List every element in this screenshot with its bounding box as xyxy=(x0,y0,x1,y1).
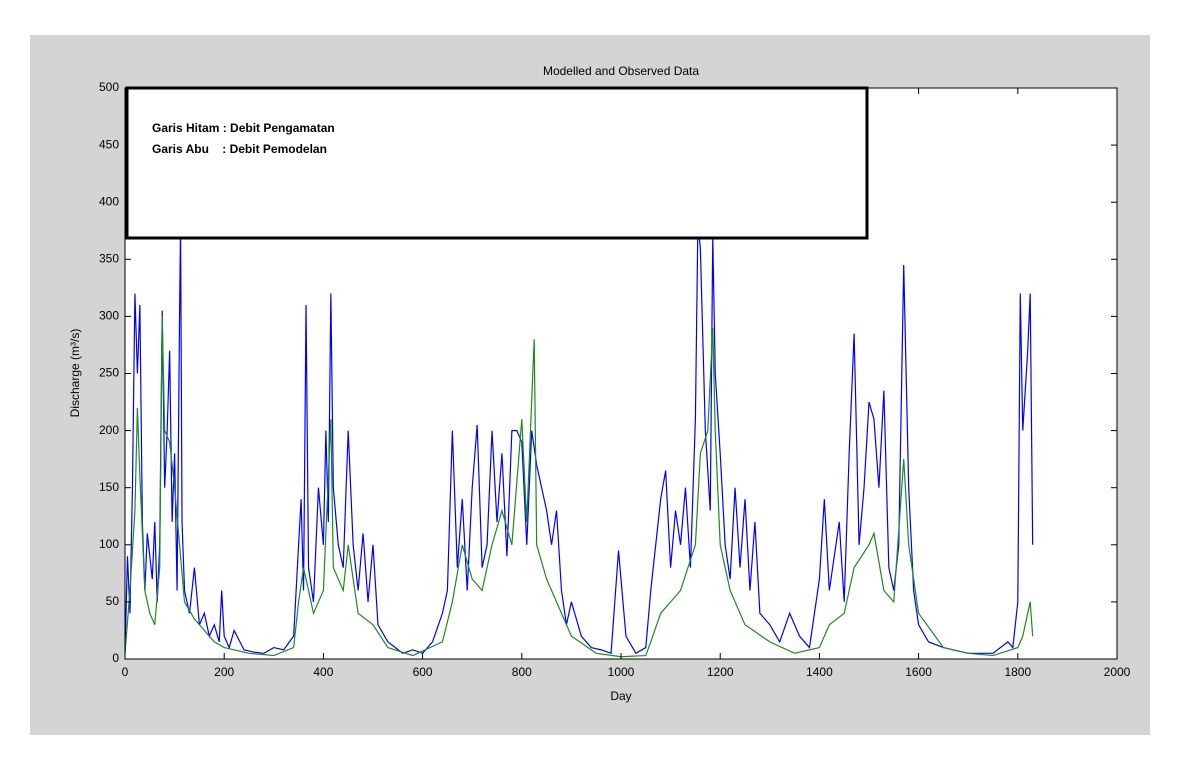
y-axis-label: Discharge (m³/s) xyxy=(68,329,82,418)
x-tick-label: 600 xyxy=(413,665,433,679)
x-tick-label: 1200 xyxy=(707,665,734,679)
y-tick-label: 250 xyxy=(99,366,119,380)
x-tick-label: 1800 xyxy=(1004,665,1031,679)
series-line xyxy=(125,316,1034,658)
series-line xyxy=(125,224,1034,655)
y-tick-label: 100 xyxy=(99,537,119,551)
annotation: Garis Abu : Debit Pemodelan xyxy=(152,142,327,156)
y-tick-label: 150 xyxy=(99,480,119,494)
annotation-box xyxy=(125,86,869,240)
axes: 0 200 400 600 800 1000 1200 1400 1600 1800 2000 0 50… xyxy=(99,80,1131,679)
x-tick-label: 1000 xyxy=(608,665,635,679)
y-tick-label: 200 xyxy=(99,423,119,437)
x-tick-label: 800 xyxy=(512,665,532,679)
y-tick-label: 400 xyxy=(99,194,119,208)
x-tick-label: 400 xyxy=(313,665,333,679)
series-group xyxy=(125,224,1034,658)
x-tick-label: 1400 xyxy=(806,665,833,679)
x-axis-label: Day xyxy=(610,689,631,703)
x-tick-label: 2000 xyxy=(1104,665,1131,679)
y-tick-label: 500 xyxy=(99,80,119,94)
y-tick-label: 300 xyxy=(99,309,119,323)
y-tick-label: 450 xyxy=(99,137,119,151)
annotation: Garis Hitam : Debit Pengamatan xyxy=(152,121,335,135)
chart-title: Modelled and Observed Data xyxy=(543,64,699,78)
y-tick-label: 0 xyxy=(112,651,119,665)
x-tick-label: 0 xyxy=(122,665,129,679)
y-tick-label: 50 xyxy=(106,594,120,608)
y-tick-label: 350 xyxy=(99,251,119,265)
x-tick-label: 1600 xyxy=(905,665,932,679)
x-tick-label: 200 xyxy=(214,665,234,679)
